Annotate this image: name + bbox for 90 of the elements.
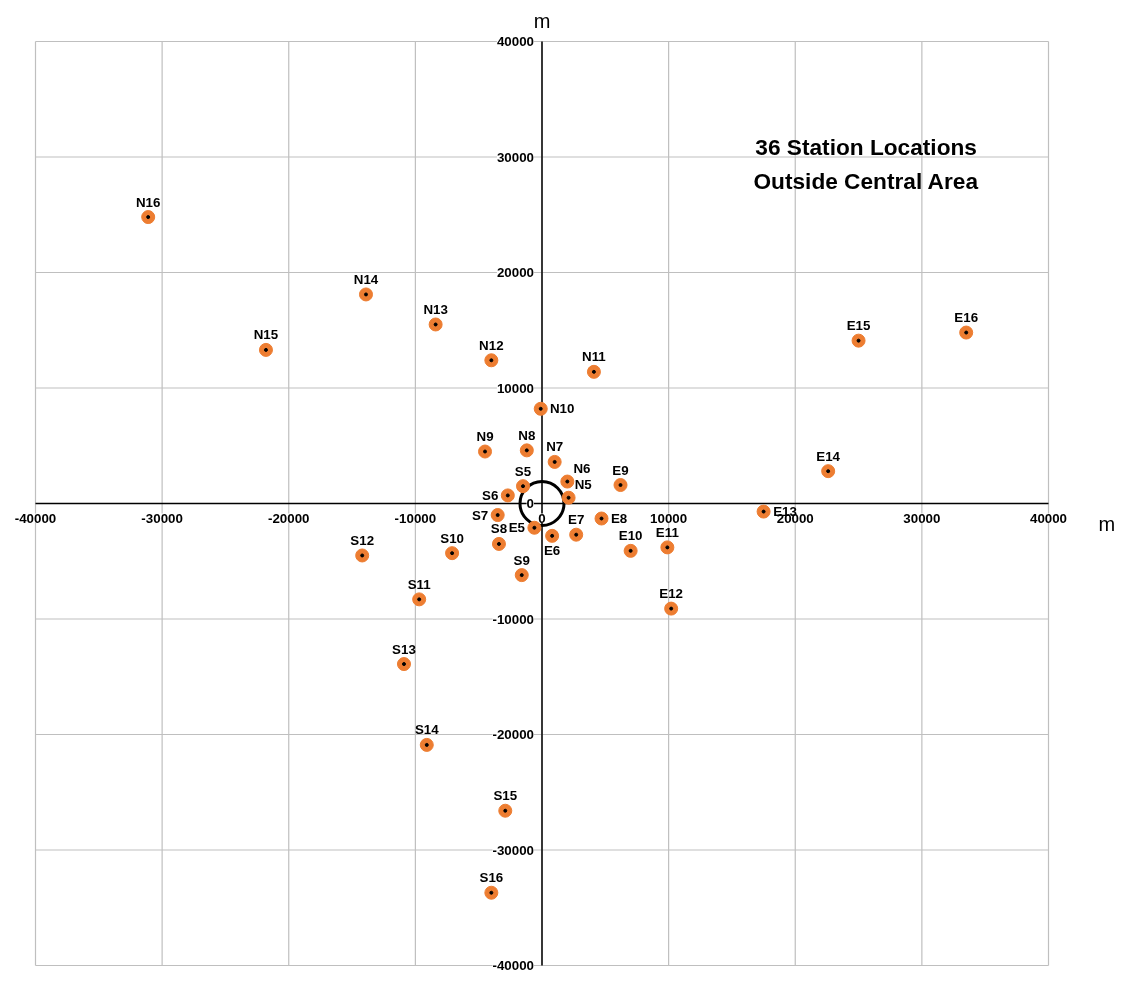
point <box>484 353 499 368</box>
point <box>478 444 493 459</box>
y-tick-label: 30000 <box>496 149 534 165</box>
point <box>660 540 675 555</box>
point <box>664 601 679 616</box>
x-tick-label: 0 <box>538 510 546 526</box>
point <box>490 508 505 523</box>
data-label: E9 <box>612 462 629 478</box>
point <box>756 504 771 519</box>
x-tick-label: -40000 <box>14 510 57 526</box>
point <box>561 490 576 505</box>
point <box>412 592 427 607</box>
data-label: E6 <box>543 543 561 559</box>
point <box>355 548 370 563</box>
point <box>419 737 434 752</box>
data-label: S9 <box>513 552 530 568</box>
data-label: E14 <box>816 448 841 464</box>
data-label: E10 <box>618 528 643 544</box>
point <box>851 333 866 348</box>
x-axis-title: m <box>1098 512 1116 535</box>
data-label: S8 <box>490 521 508 537</box>
data-label: N6 <box>573 461 591 477</box>
data-label: S7 <box>471 507 489 523</box>
point <box>623 543 638 558</box>
point <box>594 511 609 526</box>
data-label: E15 <box>846 318 872 334</box>
data-label: S6 <box>482 487 499 503</box>
point <box>500 488 515 503</box>
x-tick-label: 40000 <box>1029 510 1068 526</box>
point <box>821 464 836 479</box>
data-label: E8 <box>610 511 628 527</box>
point <box>516 479 531 494</box>
x-tick-label: -20000 <box>268 510 310 526</box>
y-tick-label: -10000 <box>492 611 535 627</box>
point <box>258 342 273 357</box>
point <box>533 401 548 416</box>
point <box>514 568 529 583</box>
data-label: E11 <box>655 524 680 540</box>
data-label: S5 <box>514 463 532 479</box>
point <box>547 454 562 469</box>
point <box>569 527 584 542</box>
x-tick-label: 30000 <box>903 510 941 526</box>
data-label: N16 <box>135 194 161 210</box>
y-tick-label: -40000 <box>492 958 535 973</box>
data-label: N14 <box>353 271 379 287</box>
x-tick-label: 10000 <box>650 510 688 526</box>
data-label: N8 <box>518 427 536 443</box>
data-label: N9 <box>476 429 494 445</box>
y-tick-label: 0 <box>526 496 535 511</box>
data-label: S10 <box>440 530 464 546</box>
data-label: S14 <box>414 722 440 738</box>
y-axis-title: m <box>533 9 551 32</box>
x-tick-label: -10000 <box>394 510 437 526</box>
data-label: E16 <box>954 310 979 326</box>
point <box>613 478 628 493</box>
data-label: S15 <box>493 788 518 804</box>
data-label: E5 <box>508 520 526 536</box>
point <box>498 803 513 818</box>
point <box>445 546 460 561</box>
y-tick-label: 20000 <box>496 265 534 280</box>
data-label: N7 <box>546 439 564 455</box>
text: 36 Station Locations Outside Central Area <box>753 133 979 194</box>
y-tick-label: -30000 <box>492 842 535 858</box>
data-label: E12 <box>659 586 684 602</box>
point <box>959 325 974 340</box>
data-label: N13 <box>423 301 448 317</box>
point <box>586 364 601 379</box>
y-tick-label: 40000 <box>496 34 534 49</box>
data-label: S16 <box>479 870 504 886</box>
data-label: N15 <box>253 327 279 343</box>
point <box>545 528 560 543</box>
data-label: S13 <box>392 641 416 657</box>
data-label: E7 <box>568 512 585 528</box>
y-tick-label: -20000 <box>492 727 535 742</box>
data-label: S11 <box>407 576 432 592</box>
point <box>484 885 499 900</box>
x-tick-label: -30000 <box>141 510 183 526</box>
point <box>358 287 373 302</box>
data-label: N5 <box>574 477 593 493</box>
point <box>560 474 575 489</box>
point <box>519 443 534 458</box>
point <box>428 317 443 332</box>
point <box>141 210 156 225</box>
data-label: N12 <box>479 337 504 353</box>
y-tick-label: 10000 <box>496 380 534 396</box>
data-label: S12 <box>350 532 375 548</box>
data-label: N10 <box>549 401 575 417</box>
data-label: N11 <box>582 349 607 365</box>
point <box>491 536 506 551</box>
point <box>396 657 411 672</box>
